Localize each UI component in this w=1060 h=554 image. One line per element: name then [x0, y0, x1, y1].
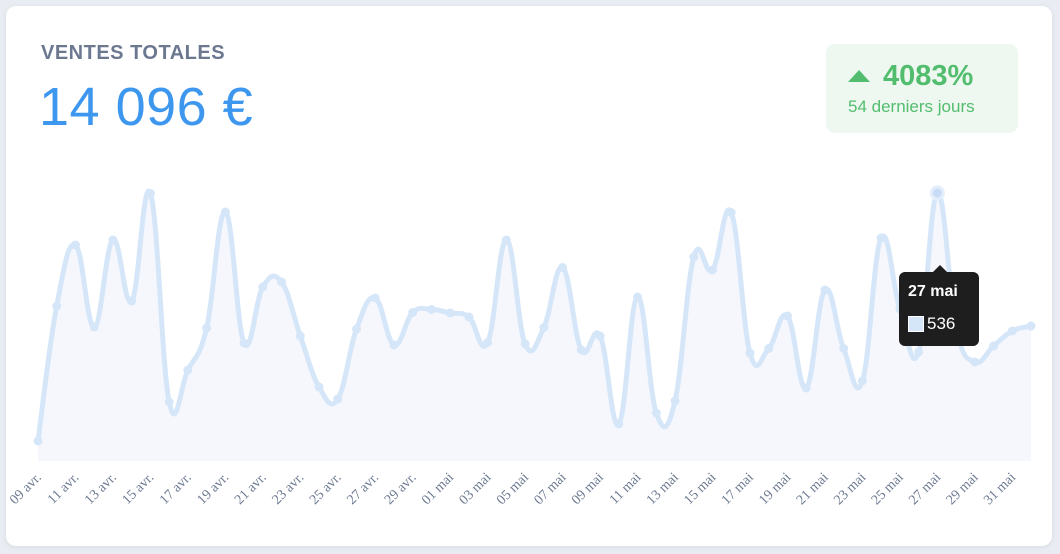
data-point[interactable] — [220, 207, 230, 217]
data-point[interactable] — [558, 263, 568, 272]
data-point[interactable] — [989, 341, 999, 351]
data-point[interactable] — [89, 322, 99, 332]
x-tick-label: 19 mai — [756, 470, 794, 508]
growth-percent: 4083% — [883, 60, 974, 92]
data-point[interactable] — [914, 347, 924, 357]
total-sales-value: 14 096 € — [39, 77, 254, 137]
growth-period: 54 derniers jours — [848, 97, 975, 116]
x-tick-label: 25 mai — [869, 470, 907, 508]
data-point[interactable] — [108, 235, 118, 245]
tooltip-row: 536 — [908, 314, 955, 334]
data-point[interactable] — [183, 365, 193, 375]
card-title: VENTES TOTALES — [41, 42, 226, 64]
x-tick-label: 03 mai — [457, 470, 495, 508]
x-tick-label: 05 mai — [494, 470, 532, 508]
sales-area-fill — [38, 191, 1031, 461]
x-tick-label: 27 mai — [906, 470, 944, 508]
data-point[interactable] — [539, 323, 549, 332]
data-point[interactable] — [595, 331, 605, 341]
data-point[interactable] — [127, 296, 137, 306]
growth-badge: 4083% 54 derniers jours — [826, 44, 1018, 133]
data-point[interactable] — [745, 348, 755, 358]
arrow-up-icon — [848, 69, 870, 82]
data-point[interactable] — [426, 305, 436, 314]
x-tick-label: 21 mai — [794, 470, 832, 508]
x-tick-label: 29 avr. — [382, 470, 420, 508]
data-point[interactable] — [801, 383, 811, 393]
data-point[interactable] — [782, 311, 792, 321]
data-point[interactable] — [389, 340, 399, 350]
data-point[interactable] — [764, 344, 774, 353]
chart-tooltip: 27 mai 536 — [899, 265, 979, 346]
x-tick-label: 17 avr. — [157, 470, 195, 508]
data-point[interactable] — [651, 408, 661, 418]
sales-area-chart[interactable]: 09 avr. 11 avr. 13 avr. 15 avr. 17 avr. 19 av… — [6, 6, 1052, 546]
data-point[interactable] — [707, 265, 717, 275]
data-point[interactable] — [970, 357, 980, 367]
x-tick-label: 29 mai — [944, 470, 982, 508]
x-tick-label: 21 avr. — [232, 470, 270, 508]
x-tick-label: 07 mai — [532, 470, 570, 508]
data-point[interactable] — [52, 301, 62, 311]
data-point[interactable] — [614, 419, 624, 429]
x-tick-label: 13 mai — [644, 470, 682, 508]
data-point[interactable] — [839, 344, 849, 353]
data-point[interactable] — [520, 339, 530, 349]
growth-badge-header: 4083% — [848, 60, 973, 93]
x-tick-label: 15 mai — [681, 470, 719, 508]
data-point[interactable] — [295, 331, 305, 341]
x-tick-label: 01 mai — [419, 470, 457, 508]
x-tick-label: 31 mai — [981, 470, 1019, 508]
data-point[interactable] — [445, 308, 455, 318]
x-tick-label: 23 mai — [831, 470, 869, 508]
data-point[interactable] — [464, 312, 474, 322]
data-point[interactable] — [820, 285, 830, 295]
x-tick-label: 11 mai — [607, 470, 645, 508]
x-tick-label: 17 mai — [719, 470, 757, 508]
tooltip-swatch — [908, 316, 924, 332]
x-tick-label: 13 avr. — [82, 470, 120, 508]
x-tick-label: 15 avr. — [120, 470, 158, 508]
data-point[interactable] — [576, 345, 586, 355]
data-point[interactable] — [370, 293, 380, 303]
x-tick-label: 19 avr. — [195, 470, 233, 508]
x-tick-label: 09 mai — [569, 470, 607, 508]
x-tick-label: 09 avr. — [7, 470, 45, 508]
data-point[interactable] — [483, 338, 493, 347]
data-point[interactable] — [314, 382, 324, 392]
x-tick-label: 25 avr. — [307, 470, 345, 508]
data-point[interactable] — [876, 233, 886, 243]
data-point[interactable] — [277, 277, 287, 287]
data-point[interactable] — [70, 240, 80, 250]
data-point[interactable] — [670, 396, 680, 406]
data-point[interactable] — [857, 376, 867, 386]
data-point[interactable] — [333, 394, 343, 404]
data-point[interactable] — [202, 323, 212, 333]
data-point[interactable] — [689, 252, 699, 262]
x-tick-label: 27 avr. — [345, 470, 383, 508]
data-point[interactable] — [726, 208, 736, 217]
data-point[interactable] — [1026, 321, 1036, 331]
sales-card: VENTES TOTALES 14 096 € 4083% 54 dernier… — [6, 6, 1052, 546]
data-point[interactable] — [929, 185, 945, 201]
data-point[interactable] — [33, 436, 43, 446]
x-tick-label: 11 avr. — [45, 470, 82, 507]
data-point[interactable] — [633, 292, 643, 302]
data-point[interactable] — [145, 189, 155, 198]
tooltip-value: 536 — [927, 314, 956, 333]
data-point[interactable] — [164, 397, 174, 407]
tooltip-date: 27 mai — [908, 283, 958, 300]
x-tick-label: 23 avr. — [270, 470, 308, 508]
data-point[interactable] — [258, 282, 268, 292]
data-point[interactable] — [239, 338, 249, 348]
data-point[interactable] — [1007, 326, 1017, 336]
data-point[interactable] — [501, 235, 511, 245]
data-point[interactable] — [352, 324, 362, 334]
data-point[interactable] — [408, 308, 418, 317]
